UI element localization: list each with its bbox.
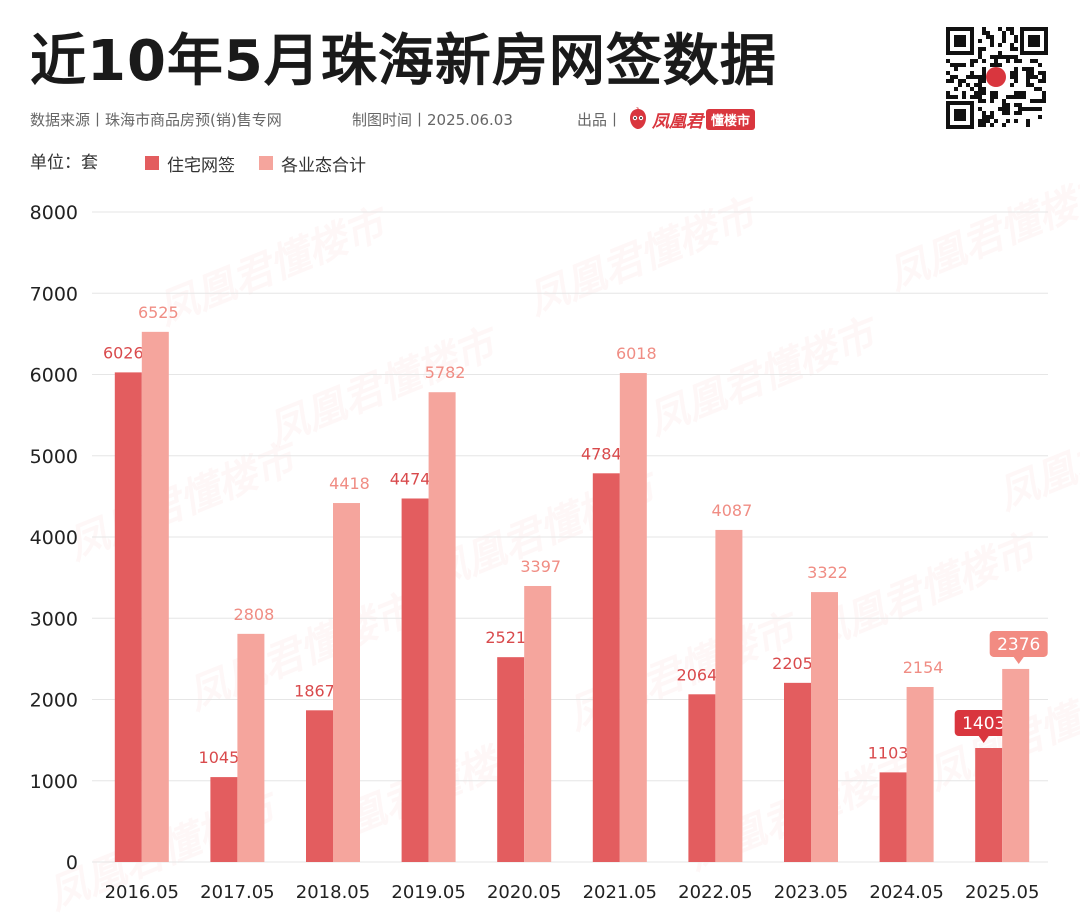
bar-residential: [114, 372, 142, 862]
legend-swatch-total: [259, 156, 273, 170]
qr-code-icon: [946, 27, 1048, 129]
data-label-residential: 1045: [199, 748, 240, 767]
bar-residential: [497, 657, 525, 862]
y-tick-label: 7000: [30, 283, 78, 305]
x-tick-label: 2021.05: [583, 882, 657, 903]
data-label-total: 3322: [807, 563, 848, 582]
legend-label-residential: 住宅网签: [167, 155, 235, 176]
x-tick-label: 2020.05: [487, 882, 561, 903]
data-label-total: 6018: [616, 344, 657, 363]
bar-total: [1002, 668, 1030, 862]
y-tick-label: 8000: [30, 202, 78, 224]
data-label-residential: 1403: [962, 714, 1005, 734]
y-tick-label: 5000: [30, 446, 78, 468]
data-label-total: 5782: [425, 363, 466, 382]
legend-item-total: 各业态合计: [259, 151, 366, 176]
produced-by-label: 出品丨: [577, 111, 623, 129]
y-tick-label: 3000: [30, 608, 78, 630]
bar-residential: [975, 748, 1003, 862]
data-label-residential: 4474: [390, 469, 431, 488]
chart-date: 制图时间丨2025.06.03: [352, 111, 513, 129]
data-label-total: 6525: [138, 303, 179, 322]
bar-total: [811, 592, 838, 862]
qr-center-logo: [986, 67, 1006, 87]
legend-label-total: 各业态合计: [281, 155, 366, 176]
phoenix-mascot-icon: [630, 107, 646, 129]
page-title: 近10年5月珠海新房网签数据: [30, 29, 777, 94]
bar-residential: [210, 777, 238, 862]
bar-total: [333, 503, 360, 862]
data-label-residential: 1867: [294, 681, 335, 700]
data-label-residential: 4784: [581, 444, 622, 463]
data-label-total: 4418: [329, 474, 370, 493]
x-tick-label: 2019.05: [391, 882, 465, 903]
bar-residential: [784, 682, 811, 862]
bar-residential: [401, 498, 429, 862]
bar-total: [524, 585, 552, 862]
callout-box-residential: [954, 710, 1013, 737]
data-label-total: 2376: [997, 635, 1040, 655]
callout-pointer: [978, 736, 989, 744]
data-label-total: 3397: [520, 557, 561, 576]
x-tick-label: 2025.05: [965, 882, 1039, 903]
unit-label: 单位：套: [30, 153, 98, 173]
y-tick-label: 6000: [30, 365, 78, 387]
bar-total: [906, 686, 934, 862]
data-label-residential: 1103: [868, 743, 909, 762]
legend-item-residential: 住宅网签: [145, 151, 235, 176]
callout-pointer: [1013, 656, 1024, 664]
bar-total: [715, 529, 743, 862]
brand-logo: 凤凰君 懂楼市: [626, 106, 756, 132]
brand-tag: 懂楼市: [706, 108, 756, 130]
y-tick-label: 4000: [30, 527, 78, 549]
bar-total: [619, 373, 647, 862]
chart-legend: 住宅网签 各业态合计: [145, 150, 390, 176]
x-tick-label: 2023.05: [774, 882, 848, 903]
data-label-total: 2154: [903, 658, 944, 677]
data-label-residential: 2521: [485, 628, 526, 647]
bar-residential: [306, 710, 333, 862]
data-label-total: 4087: [712, 501, 753, 520]
y-tick-label: 1000: [30, 771, 78, 793]
bar-residential: [879, 772, 907, 862]
brand-name: 凤凰君: [652, 111, 703, 132]
data-source: 数据来源丨珠海市商品房预(销)售专网: [30, 111, 282, 129]
bar-total: [237, 633, 265, 862]
x-tick-label: 2016.05: [105, 882, 179, 903]
bar-total: [141, 331, 169, 862]
bar-residential: [688, 694, 716, 862]
data-label-total: 2808: [234, 605, 275, 624]
bar-residential: [592, 473, 620, 862]
data-label-residential: 6026: [103, 343, 144, 362]
x-tick-label: 2017.05: [200, 882, 274, 903]
bar-total: [428, 392, 456, 862]
callout-box-total: [989, 630, 1048, 657]
x-tick-label: 2018.05: [296, 882, 370, 903]
data-label-residential: 2064: [677, 665, 718, 684]
y-tick-label: 0: [66, 852, 78, 874]
x-tick-label: 2024.05: [869, 882, 943, 903]
y-tick-label: 2000: [30, 690, 78, 712]
data-label-residential: 2205: [772, 654, 813, 673]
legend-swatch-residential: [145, 156, 159, 170]
x-tick-label: 2022.05: [678, 882, 752, 903]
